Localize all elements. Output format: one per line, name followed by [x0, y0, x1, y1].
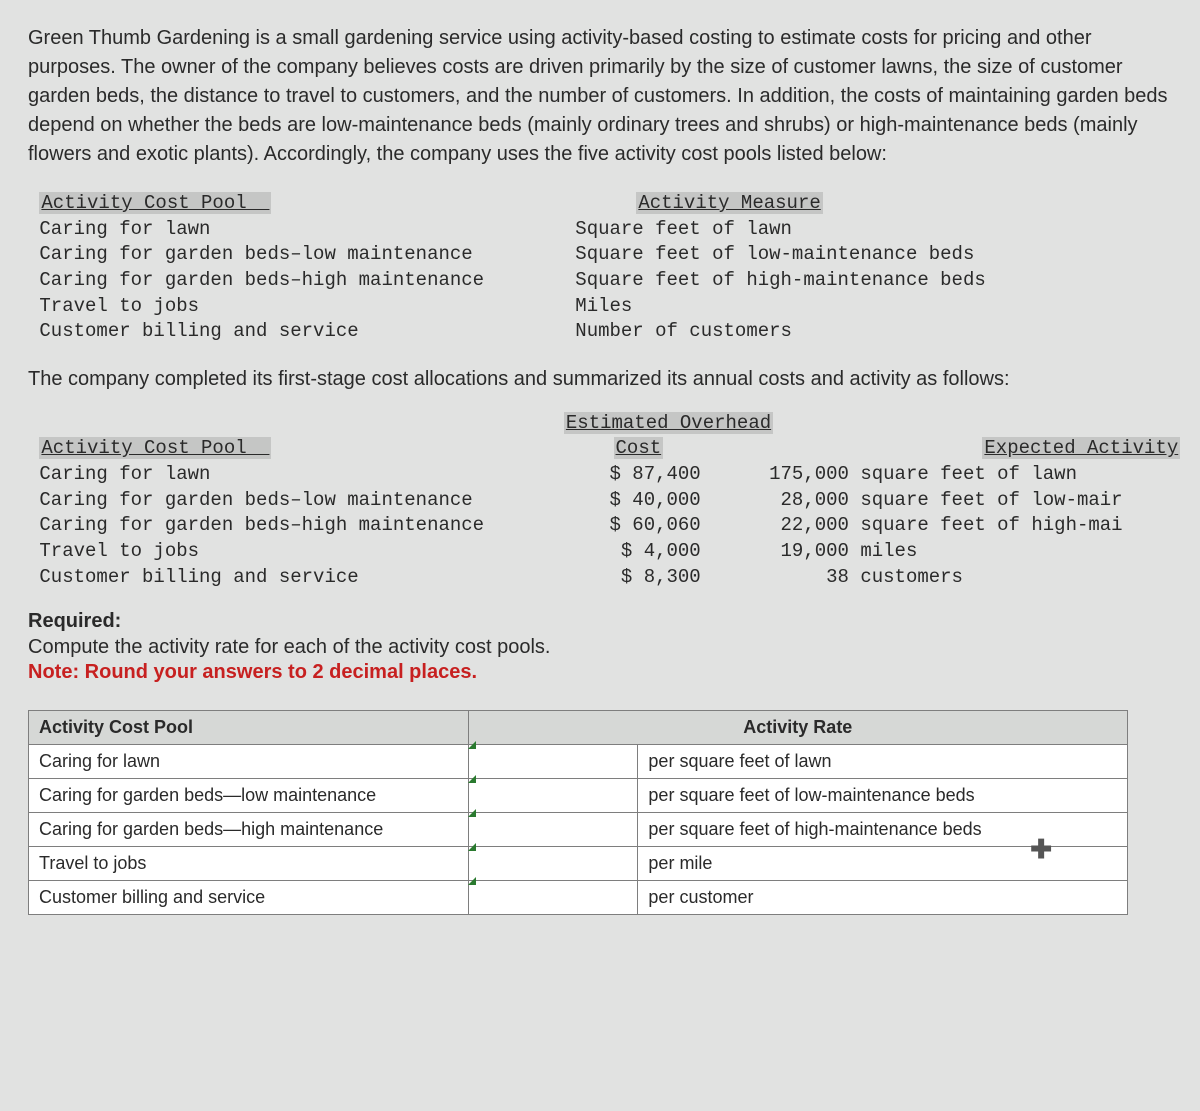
activity-rate-input[interactable] — [468, 813, 638, 847]
answer-pool-cell: Travel to jobs — [29, 847, 469, 881]
activity-rate-input[interactable] — [468, 881, 638, 915]
table-row: Caring for garden beds—high maintenance … — [29, 813, 1128, 847]
activity-measure-table: Activity Cost Pool Activity Measure Cari… — [28, 191, 1172, 345]
answer-header-rate: Activity Rate — [468, 711, 1127, 745]
overhead-activity-table: Estimated Overhead Activity Cost Pool Co… — [28, 411, 1172, 590]
expand-icon[interactable]: ✚ — [1030, 834, 1052, 865]
required-block: Required: Compute the activity rate for … — [28, 610, 1172, 684]
answer-unit-cell: per customer — [638, 881, 1128, 915]
table-row: Caring for garden beds—low maintenance p… — [29, 779, 1128, 813]
required-label: Required: — [28, 610, 1172, 633]
answer-table: Activity Cost Pool Activity Rate Caring … — [28, 710, 1128, 915]
answer-pool-cell: Caring for lawn — [29, 745, 469, 779]
table-row: Customer billing and service per custome… — [29, 881, 1128, 915]
mid-paragraph: The company completed its first-stage co… — [28, 365, 1172, 393]
table-row: Caring for lawn per square feet of lawn — [29, 745, 1128, 779]
answer-header-pool: Activity Cost Pool — [29, 711, 469, 745]
answer-unit-cell: per square feet of lawn — [638, 745, 1128, 779]
required-note: Note: Round your answers to 2 decimal pl… — [28, 661, 1172, 684]
answer-pool-cell: Caring for garden beds—high maintenance — [29, 813, 469, 847]
answer-pool-cell: Customer billing and service — [29, 881, 469, 915]
answer-pool-cell: Caring for garden beds—low maintenance — [29, 779, 469, 813]
activity-rate-input[interactable] — [468, 779, 638, 813]
activity-rate-input[interactable] — [468, 745, 638, 779]
answer-unit-cell: per square feet of low-maintenance beds — [638, 779, 1128, 813]
answer-unit-cell: per square feet of high-maintenance beds — [638, 813, 1128, 847]
answer-unit-cell: per mile — [638, 847, 1128, 881]
problem-intro: Green Thumb Gardening is a small gardeni… — [28, 24, 1172, 169]
table-row: Travel to jobs per mile — [29, 847, 1128, 881]
required-text: Compute the activity rate for each of th… — [28, 633, 1172, 661]
activity-rate-input[interactable] — [468, 847, 638, 881]
